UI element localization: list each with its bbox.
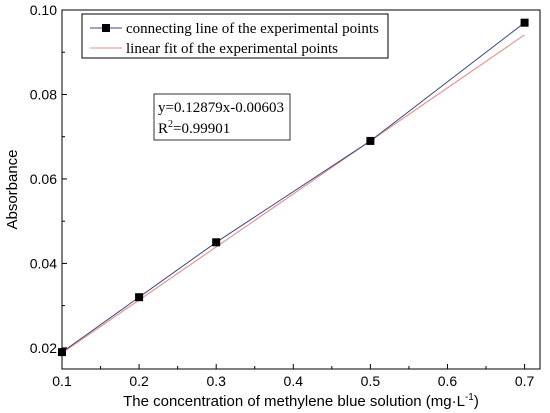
equation-annotation: y=0.12879x-0.00603 R2=0.99901 (153, 93, 291, 141)
x-tick-label: 0.6 (438, 373, 458, 389)
x-tick-label: 0.1 (52, 373, 72, 389)
data-point (135, 293, 144, 302)
x-tick-label: 0.5 (361, 373, 381, 389)
tick-labels: 0.1 0.2 0.3 0.4 0.5 0.6 0.7 0.02 0.04 0.06 0.08 0.1… (30, 2, 535, 389)
legend: connecting line of the experimental poin… (81, 13, 389, 59)
data-point (212, 238, 221, 247)
y-axis-label: Absorbance (4, 149, 21, 229)
connecting-line (61, 22, 525, 353)
axis-ticks (61, 9, 526, 369)
y-tick-label: 0.04 (30, 255, 57, 271)
y-tick-label: 0.10 (30, 2, 57, 18)
legend-swatch-marker (102, 24, 110, 32)
x-axis-label: The concentration of methylene blue solu… (123, 392, 479, 410)
y-tick-label: 0.06 (30, 171, 57, 187)
legend-label: connecting line of the experimental poin… (126, 21, 379, 37)
data-point (366, 136, 375, 145)
x-tick-label: 0.2 (129, 373, 149, 389)
y-tick-label: 0.08 (30, 86, 57, 102)
plot-area (61, 9, 541, 370)
x-tick-label: 0.3 (206, 373, 226, 389)
fit-line (61, 34, 525, 354)
y-tick-label: 0.02 (30, 340, 57, 356)
x-tick-label: 0.4 (284, 373, 304, 389)
r-squared: R2=0.99901 (158, 119, 230, 137)
series-layer (58, 18, 529, 357)
data-point (520, 18, 529, 27)
legend-label: linear fit of the experimental points (126, 41, 338, 57)
fit-equation: y=0.12879x-0.00603 (158, 100, 284, 116)
annotation-box (153, 93, 291, 141)
data-point (58, 348, 66, 357)
x-tick-label: 0.7 (515, 373, 535, 389)
legend-box (81, 13, 389, 59)
